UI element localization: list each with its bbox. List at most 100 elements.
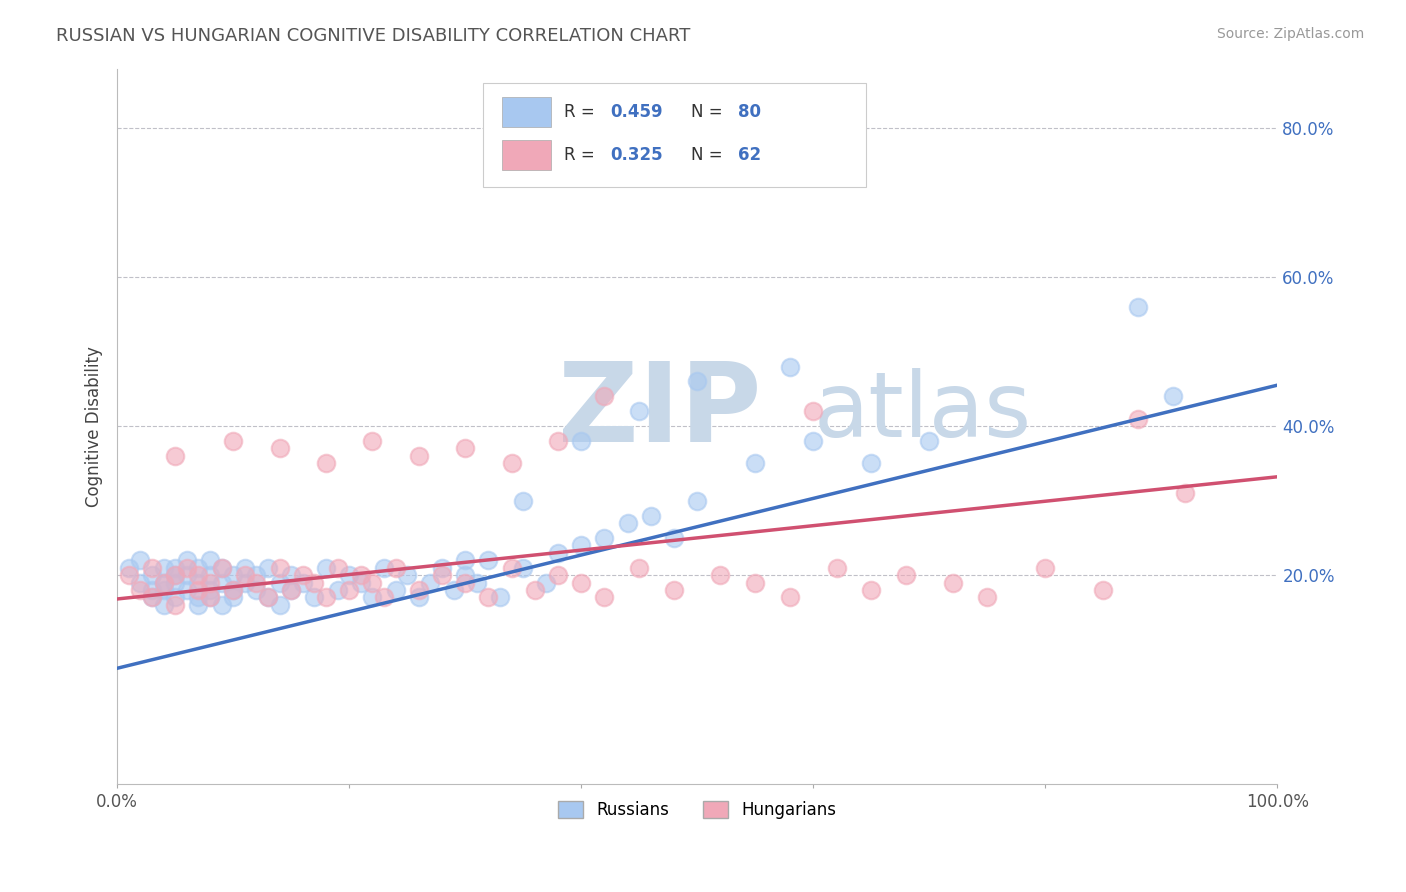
Point: [547, 568, 569, 582]
Point: [686, 375, 709, 389]
Point: [245, 575, 267, 590]
Point: [291, 575, 314, 590]
Point: [454, 553, 477, 567]
Point: [454, 568, 477, 582]
Text: N =: N =: [692, 146, 728, 164]
Point: [152, 575, 174, 590]
Point: [187, 568, 209, 582]
Point: [779, 591, 801, 605]
Point: [744, 575, 766, 590]
Point: [860, 456, 883, 470]
Point: [640, 508, 662, 523]
Point: [1128, 300, 1150, 314]
Point: [291, 568, 314, 582]
Point: [222, 568, 245, 582]
Point: [233, 568, 256, 582]
Point: [165, 568, 187, 582]
Point: [350, 575, 373, 590]
Point: [152, 560, 174, 574]
Point: [129, 575, 152, 590]
Point: [280, 582, 302, 597]
Point: [304, 591, 326, 605]
Point: [523, 582, 546, 597]
Point: [280, 568, 302, 582]
Point: [744, 456, 766, 470]
Point: [373, 591, 395, 605]
Point: [384, 582, 406, 597]
Point: [198, 582, 221, 597]
Point: [430, 568, 453, 582]
Point: [257, 591, 280, 605]
Point: [198, 591, 221, 605]
Point: [326, 582, 349, 597]
Point: [165, 560, 187, 574]
Point: [187, 598, 209, 612]
Point: [408, 582, 430, 597]
Point: [198, 568, 221, 582]
Point: [396, 568, 419, 582]
Point: [1128, 411, 1150, 425]
Point: [593, 531, 616, 545]
Point: [454, 575, 477, 590]
Point: [211, 560, 233, 574]
Point: [465, 575, 488, 590]
Point: [801, 434, 824, 448]
Point: [569, 434, 592, 448]
Point: [187, 582, 209, 597]
Point: [825, 560, 848, 574]
Point: [198, 575, 221, 590]
Point: [1161, 389, 1184, 403]
Point: [141, 582, 163, 597]
Point: [257, 591, 280, 605]
Legend: Russians, Hungarians: Russians, Hungarians: [551, 794, 844, 825]
Point: [245, 582, 267, 597]
Point: [443, 582, 465, 597]
Point: [129, 553, 152, 567]
Point: [152, 598, 174, 612]
Point: [165, 598, 187, 612]
Point: [222, 591, 245, 605]
Point: [315, 591, 337, 605]
Point: [593, 591, 616, 605]
Point: [141, 591, 163, 605]
Point: [350, 568, 373, 582]
Point: [1092, 582, 1115, 597]
Point: [176, 560, 198, 574]
Point: [373, 560, 395, 574]
FancyBboxPatch shape: [502, 97, 551, 128]
Point: [662, 582, 685, 597]
Point: [628, 404, 651, 418]
Point: [222, 582, 245, 597]
Text: atlas: atlas: [813, 368, 1032, 456]
Point: [233, 575, 256, 590]
Point: [860, 582, 883, 597]
FancyBboxPatch shape: [482, 83, 866, 186]
Point: [141, 568, 163, 582]
Point: [477, 591, 499, 605]
Text: RUSSIAN VS HUNGARIAN COGNITIVE DISABILITY CORRELATION CHART: RUSSIAN VS HUNGARIAN COGNITIVE DISABILIT…: [56, 27, 690, 45]
Point: [165, 568, 187, 582]
Point: [176, 582, 198, 597]
Point: [152, 582, 174, 597]
Text: Source: ZipAtlas.com: Source: ZipAtlas.com: [1216, 27, 1364, 41]
Point: [616, 516, 638, 530]
Point: [211, 575, 233, 590]
Point: [536, 575, 558, 590]
Text: 0.325: 0.325: [610, 146, 662, 164]
Point: [211, 598, 233, 612]
Point: [361, 591, 384, 605]
Point: [198, 553, 221, 567]
Point: [141, 591, 163, 605]
Point: [547, 546, 569, 560]
Point: [686, 493, 709, 508]
Point: [918, 434, 941, 448]
Text: N =: N =: [692, 103, 728, 121]
Point: [187, 591, 209, 605]
Point: [779, 359, 801, 374]
Point: [187, 575, 209, 590]
Text: 0.459: 0.459: [610, 103, 662, 121]
Point: [361, 575, 384, 590]
Text: ZIP: ZIP: [558, 359, 762, 466]
Point: [198, 591, 221, 605]
Y-axis label: Cognitive Disability: Cognitive Disability: [86, 346, 103, 507]
